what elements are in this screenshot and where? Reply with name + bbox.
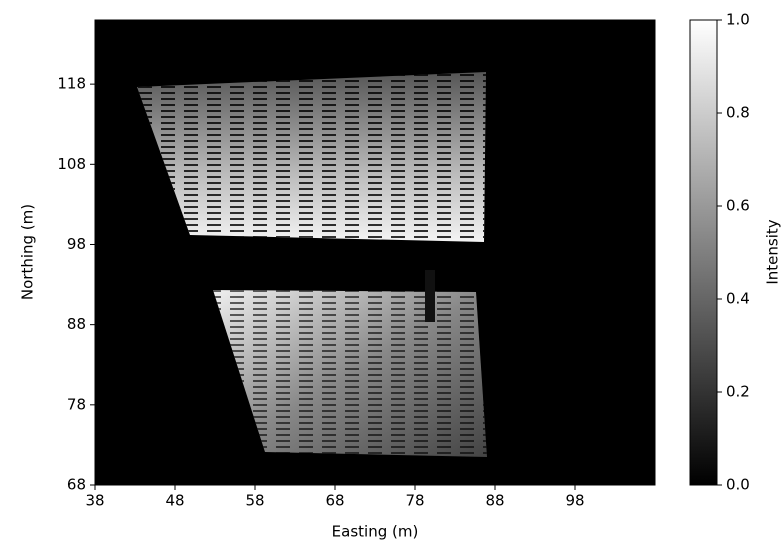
y-tick-label: 118 (57, 75, 86, 93)
y-tick-label: 68 (67, 476, 86, 494)
colorbar-tick-label: 1.0 (726, 11, 750, 29)
y-tick-label: 98 (67, 235, 86, 253)
x-tick-label: 38 (85, 492, 104, 510)
plot-frame (94, 19, 656, 486)
x-tick-label: 48 (165, 492, 184, 510)
x-tick-label: 68 (325, 492, 344, 510)
y-tick-label: 108 (57, 155, 86, 173)
x-tick-label: 58 (245, 492, 264, 510)
colorbar-tick-label: 0.8 (726, 104, 750, 122)
x-axis-label: Easting (m) (332, 523, 419, 541)
colorbar-label: Intensity (764, 219, 782, 284)
y-axis-label: Northing (m) (19, 204, 37, 300)
colorbar-tick-label: 0.2 (726, 383, 750, 401)
colorbar-tick-label: 0.4 (726, 290, 750, 308)
colorbar-tick-label: 0.6 (726, 197, 750, 215)
intensity-image (95, 72, 655, 457)
y-tick-label: 88 (67, 315, 86, 333)
colorbar (689, 19, 718, 486)
x-tick-label: 98 (565, 492, 584, 510)
x-tick-label: 88 (485, 492, 504, 510)
x-tick-label: 78 (405, 492, 424, 510)
y-tick-label: 78 (67, 395, 86, 413)
colorbar-tick-label: 0.0 (726, 476, 750, 494)
